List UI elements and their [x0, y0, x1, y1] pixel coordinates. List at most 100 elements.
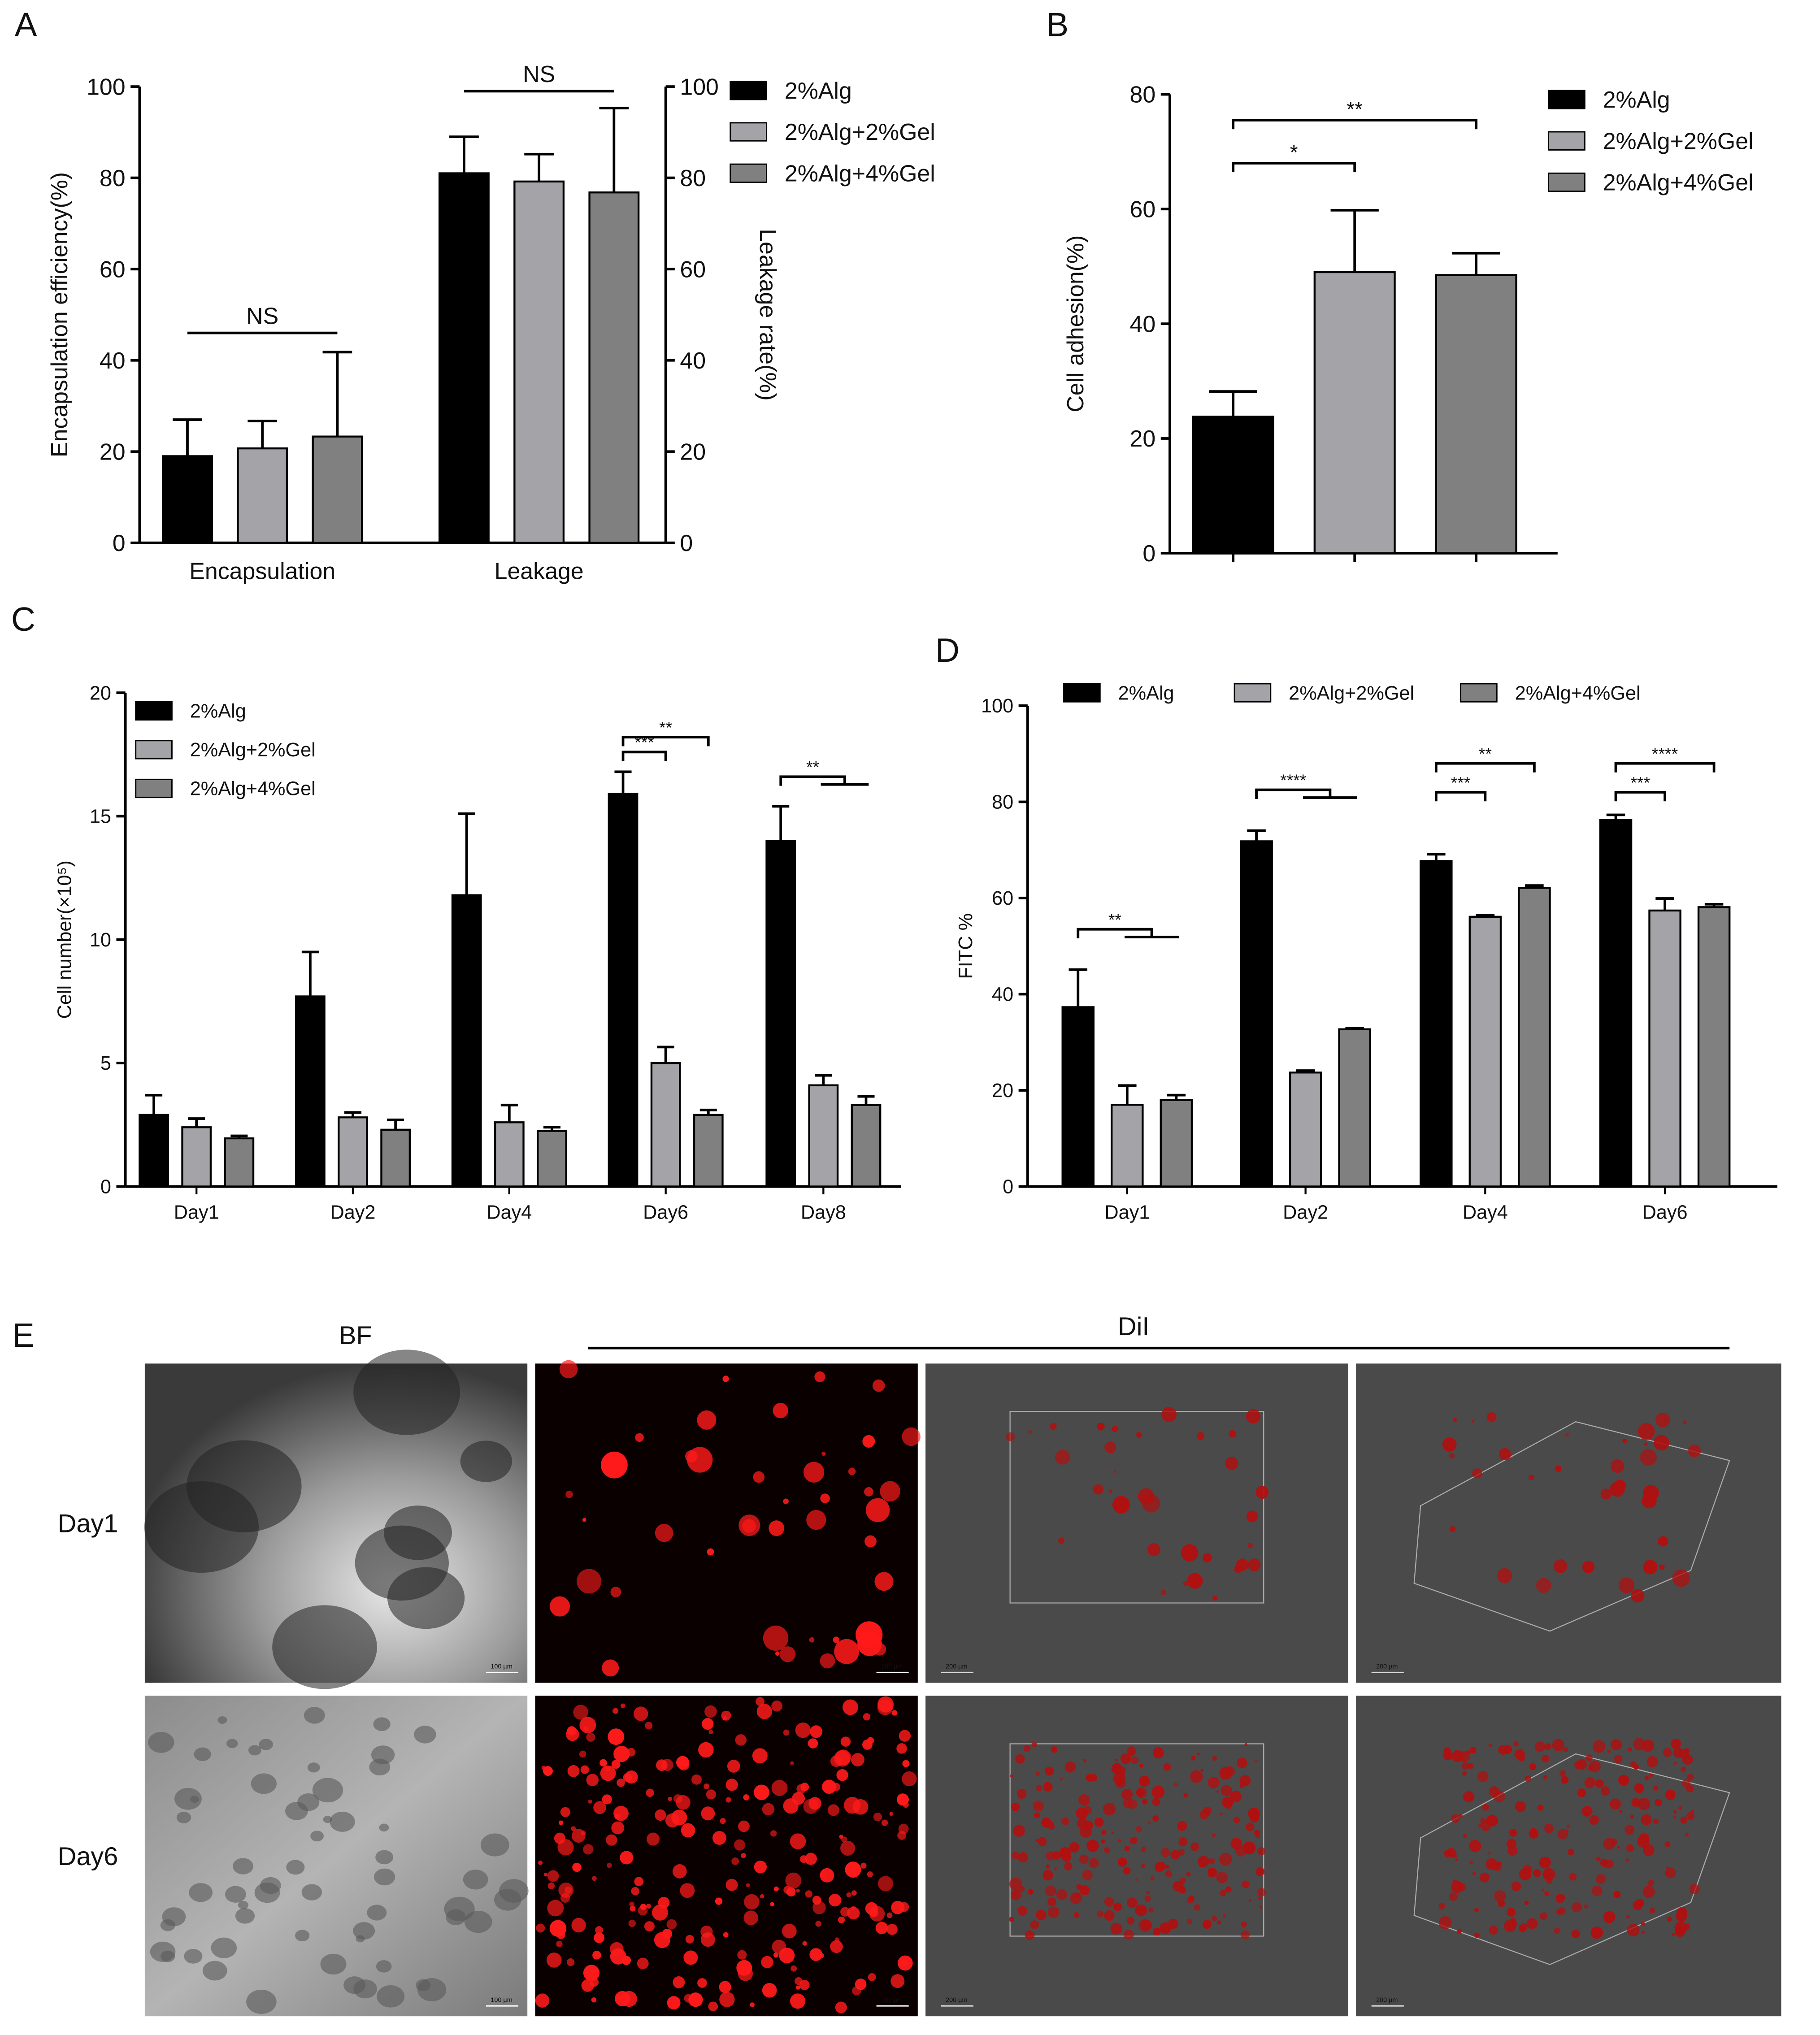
fluorescent-spot	[1686, 1812, 1695, 1820]
fluorescent-spot	[1611, 1739, 1622, 1750]
fluorescent-spot	[611, 1821, 625, 1835]
y-axis-title: Cell adhesion(%)	[1062, 235, 1088, 412]
fluorescent-spot	[667, 1996, 681, 2010]
fluorescent-spot	[1173, 1880, 1184, 1892]
fluorescent-spot	[1566, 1824, 1570, 1828]
image-background	[1356, 1363, 1781, 1683]
cell-shape	[374, 1868, 395, 1886]
fluorescent-spot	[715, 1897, 723, 1905]
fluorescent-spot	[1677, 1907, 1687, 1918]
fluorescent-spot	[1249, 1813, 1260, 1823]
fluorescent-spot	[1659, 1564, 1665, 1571]
fluorescent-spot	[731, 1857, 739, 1865]
fluorescent-spot	[805, 1890, 812, 1898]
legend-label: 2%Alg+4%Gel	[785, 160, 935, 186]
fluorescent-spot	[782, 1923, 797, 1939]
fluorescent-spot	[886, 1912, 893, 1918]
fluorescent-spot	[839, 1835, 843, 1839]
fluorescent-spot	[613, 1746, 630, 1762]
fluorescent-spot	[1644, 1442, 1648, 1446]
fluorescent-spot	[1045, 1885, 1056, 1896]
fluorescent-spot	[1630, 1814, 1634, 1819]
fluorescent-spot	[1640, 1449, 1657, 1466]
fluorescent-spot	[708, 2001, 718, 2012]
significance-bracket	[1614, 762, 1716, 772]
fluorescent-spot	[612, 1708, 619, 1714]
error-bar	[1209, 390, 1257, 417]
fluorescent-spot	[1222, 1796, 1233, 1808]
fluorescent-spot	[631, 1887, 640, 1896]
fluorescent-spot	[1139, 1775, 1150, 1787]
error-bar	[1069, 968, 1088, 1007]
significance-bracket	[1614, 791, 1666, 802]
bar	[1240, 840, 1273, 1188]
error-bar	[458, 812, 475, 895]
fluorescent-spot	[1142, 1799, 1148, 1805]
fluorescent-spot	[834, 1750, 851, 1767]
x-tick-label: Day4	[486, 1202, 532, 1223]
fluorescent-spot	[1047, 1906, 1060, 1918]
volume-box	[1413, 1753, 1730, 1966]
significance-bracket	[621, 736, 710, 746]
fluorescent-spot	[860, 1862, 867, 1869]
cell-shape	[295, 1930, 310, 1942]
fluorescent-spot	[1686, 1784, 1694, 1792]
fluorescent-spot	[1103, 1802, 1116, 1816]
y-tick-label: 100	[87, 74, 126, 100]
fluorescent-spot	[1010, 1774, 1013, 1778]
fluorescent-spot	[845, 1861, 861, 1878]
fluorescent-spot	[1146, 1891, 1150, 1895]
fluorescent-spot	[872, 1379, 885, 1392]
fluorescent-spot	[1469, 1747, 1477, 1753]
fluorescent-spot	[1188, 1896, 1195, 1902]
fluorescent-spot	[799, 1980, 810, 1990]
fluorescent-spot	[738, 1820, 750, 1832]
fluorescent-spot	[1113, 1902, 1122, 1911]
bar	[494, 1121, 525, 1188]
fluorescent-spot	[712, 1831, 726, 1845]
fluorescent-spot	[901, 1960, 908, 1966]
scale-bar-label: 200 µm	[1376, 1996, 1398, 2004]
fluorescent-spot	[1113, 1470, 1116, 1473]
fluorescent-spot	[1507, 1908, 1516, 1917]
fluorescent-spot	[1642, 1885, 1655, 1898]
micrograph: 100 µm	[535, 1360, 921, 1683]
fluorescent-spot	[842, 1699, 858, 1715]
fluorescent-spot	[1511, 1881, 1521, 1892]
fluorescent-spot	[760, 1894, 764, 1899]
fluorescent-spot	[1673, 1762, 1677, 1765]
fluorescent-spot	[1126, 1917, 1134, 1925]
fluorescent-spot	[697, 1978, 707, 1988]
fluorescent-spot	[1519, 1924, 1527, 1932]
fluorescent-spot	[572, 1862, 582, 1872]
fluorescent-spot	[1494, 1890, 1506, 1902]
fluorescent-spot	[1010, 1889, 1021, 1900]
cell-shape	[480, 1833, 509, 1857]
fluorescent-spot	[1023, 1745, 1031, 1753]
fluorescent-spot	[602, 1794, 612, 1805]
y-tick-label: 0	[1003, 1176, 1013, 1198]
cell-shape	[251, 1773, 277, 1794]
fluorescent-spot	[1554, 1927, 1560, 1934]
y-tick-label: 20	[1130, 425, 1156, 451]
bar	[1289, 1072, 1322, 1188]
fluorescent-spot	[1691, 1809, 1694, 1813]
fluorescent-spot	[1018, 1852, 1029, 1862]
fluorescent-spot	[855, 1979, 867, 1990]
legend-label: 2%Alg+2%Gel	[1603, 128, 1754, 154]
cell-shape	[379, 1823, 389, 1832]
fluorescent-spot	[685, 1935, 694, 1944]
fluorescent-spot	[628, 1919, 636, 1927]
fluorescent-spot	[1058, 1537, 1065, 1544]
fluorescent-spot	[1047, 1897, 1056, 1906]
fluorescent-spot	[1103, 1910, 1115, 1921]
fluorescent-spot	[1613, 1891, 1621, 1898]
fluorescent-spot	[1463, 1834, 1467, 1838]
fluorescent-spot	[1521, 1755, 1525, 1759]
y-tick-label: 10	[90, 929, 111, 951]
fluorescent-spot	[1510, 1917, 1516, 1923]
fluorescent-spot	[1198, 1856, 1209, 1867]
fluorescent-spot	[1474, 1932, 1480, 1938]
fluorescent-spot	[896, 1793, 909, 1806]
